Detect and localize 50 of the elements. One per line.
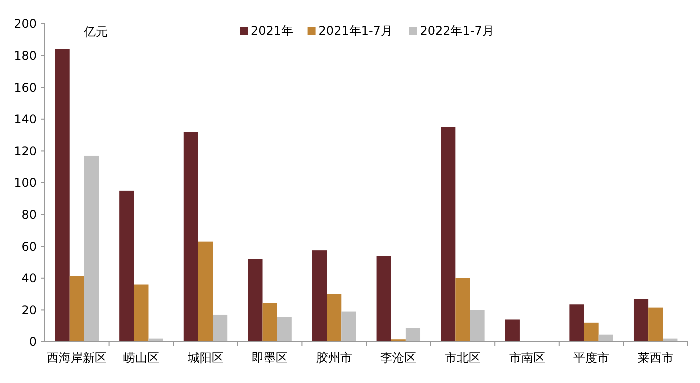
x-tick-label: 崂山区 — [123, 351, 160, 365]
y-tick-label: 140 — [14, 112, 37, 127]
bar — [277, 317, 292, 342]
annotation: 亿元 — [83, 25, 108, 39]
x-tick-label: 李沧区 — [380, 351, 417, 365]
legend-label: 2021年1-7月 — [318, 24, 393, 38]
bar — [312, 250, 328, 342]
x-tick-label: 市北区 — [444, 351, 481, 365]
bar — [634, 299, 649, 342]
x-tick-label: 莱西市 — [638, 351, 674, 365]
y-tick-label: 0 — [29, 335, 37, 350]
y-tick-label: 80 — [22, 208, 37, 222]
legend-label: 2022年1-7月 — [420, 24, 494, 38]
y-tick-label: 160 — [14, 80, 37, 95]
bar — [248, 259, 263, 342]
bar — [198, 242, 214, 342]
x-tick-label: 西海岸新区 — [47, 351, 108, 365]
bar — [134, 284, 149, 342]
y-tick-label: 20 — [22, 303, 37, 318]
bar — [262, 303, 278, 342]
x-tick-label: 市南区 — [509, 351, 546, 365]
bar — [441, 127, 456, 342]
y-tick-label: 100 — [14, 176, 37, 190]
y-tick-label: 120 — [14, 144, 37, 158]
bar — [456, 278, 470, 342]
bar — [470, 310, 485, 342]
bar — [376, 256, 392, 342]
bar — [584, 322, 599, 342]
bar — [342, 312, 356, 342]
bar — [505, 320, 520, 342]
y-tick-label: 200 — [14, 17, 37, 32]
legend-label: 2021年 — [251, 24, 294, 38]
bar — [598, 334, 614, 342]
bar — [213, 314, 228, 342]
bar — [570, 304, 584, 342]
bar — [406, 328, 421, 342]
y-tick-label: 40 — [22, 272, 37, 286]
y-tick-label: 180 — [14, 49, 37, 63]
x-tick-label: 城阳区 — [186, 351, 224, 365]
bar — [184, 132, 198, 342]
bar — [55, 49, 70, 342]
x-tick-label: 即墨区 — [252, 351, 288, 365]
bar — [70, 276, 84, 342]
bar — [648, 308, 664, 342]
bar — [84, 156, 100, 342]
bar — [120, 190, 134, 342]
x-tick-label: 平度市 — [574, 351, 610, 365]
y-tick-label: 60 — [22, 240, 37, 254]
bar — [327, 294, 342, 342]
x-tick-label: 胶州市 — [316, 351, 352, 365]
